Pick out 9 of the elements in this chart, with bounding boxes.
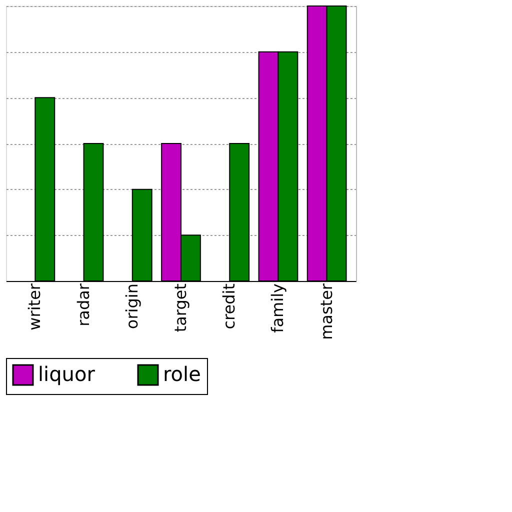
x-tick-label: credit: [220, 284, 239, 330]
x-tick-label: origin: [122, 284, 142, 330]
x-tick-label: family: [268, 284, 288, 333]
x-tick-label: master: [316, 283, 336, 340]
legend-label: liquor: [38, 362, 96, 386]
x-tick-label: radar: [74, 283, 93, 326]
x-tick-label: target: [171, 284, 190, 332]
legend-label: role: [163, 362, 201, 386]
x-tick-label: writer: [25, 283, 44, 330]
